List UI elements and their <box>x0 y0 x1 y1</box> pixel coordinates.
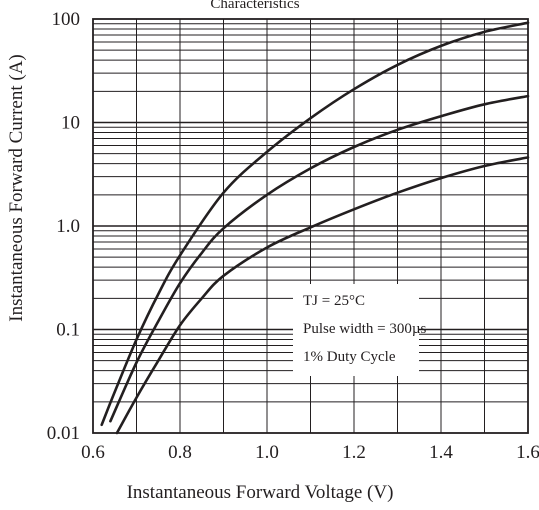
y-axis-label: Instantaneous Forward Current (A) <box>6 54 27 322</box>
x-tick-label: 0.6 <box>81 442 105 463</box>
x-tick-label: 1.6 <box>516 442 539 463</box>
annotation-pulse-width: Pulse width = 300µs <box>303 321 427 337</box>
x-tick-label: 1.0 <box>255 442 279 463</box>
annotation-tj: TJ = 25°C <box>303 293 365 309</box>
y-tick-labels: 0.01 0.1 1.0 10 100 <box>47 9 80 444</box>
y-tick-label: 0.01 <box>47 423 80 444</box>
series-curve-1 <box>100 21 530 427</box>
chart-title: Characteristics <box>210 0 299 12</box>
y-tick-label: 0.1 <box>56 320 80 341</box>
y-tick-label: 100 <box>52 9 81 30</box>
y-tick-label: 10 <box>61 113 80 134</box>
x-tick-label: 1.4 <box>429 442 453 463</box>
curves <box>100 21 530 435</box>
x-axis-label: Instantaneous Forward Voltage (V) <box>127 482 394 503</box>
x-tick-labels: 0.6 0.8 1.0 1.2 1.4 1.6 <box>81 442 539 463</box>
series-curve-2 <box>109 94 530 423</box>
plot-frame <box>92 18 529 434</box>
x-tick-label: 0.8 <box>168 442 192 463</box>
annotation-box <box>293 284 419 376</box>
annotation-duty-cycle: 1% Duty Cycle <box>303 349 396 365</box>
y-tick-label: 1.0 <box>56 216 80 237</box>
x-tick-label: 1.2 <box>342 442 366 463</box>
series-curve-3 <box>115 156 530 435</box>
